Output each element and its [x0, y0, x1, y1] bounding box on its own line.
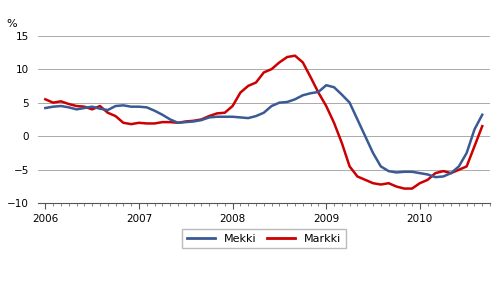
Markki [58, 99, 64, 103]
Markki [230, 104, 236, 108]
Mekki [66, 106, 72, 109]
Markki [160, 120, 166, 124]
Line: Mekki: Mekki [45, 85, 482, 177]
Legend: Mekki, Markki: Mekki, Markki [182, 229, 345, 248]
Mekki [346, 101, 352, 104]
Mekki [432, 175, 438, 179]
Mekki [160, 113, 166, 117]
Markki [346, 165, 352, 168]
Line: Markki: Markki [45, 56, 482, 188]
Markki [42, 98, 48, 101]
Mekki [479, 113, 485, 117]
Markki [479, 124, 485, 128]
Markki [66, 102, 72, 106]
Mekki [354, 118, 360, 121]
Markki [292, 54, 298, 58]
Markki [401, 187, 407, 190]
Mekki [323, 83, 329, 87]
Mekki [58, 104, 64, 108]
Mekki [42, 106, 48, 110]
Mekki [230, 115, 236, 119]
Text: %: % [6, 19, 17, 29]
Markki [354, 175, 360, 178]
